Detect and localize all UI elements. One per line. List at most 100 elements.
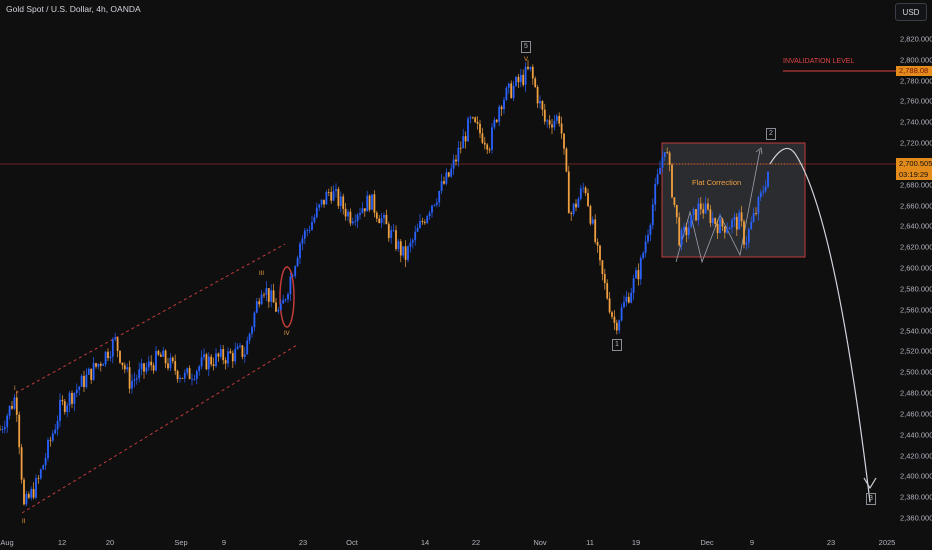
candle-body [433,204,436,206]
price-tick-label: 2,520.000 [900,346,932,356]
candle-body [49,439,52,441]
candle-body [711,218,714,224]
price-tick-label: 2,460.000 [900,409,932,419]
currency-button[interactable]: USD [895,3,927,21]
candle-body [87,368,90,375]
candle-body [392,230,395,232]
candle-body [133,379,136,381]
candle-body [15,397,18,415]
candle-body [459,147,462,149]
candle-body [325,192,328,205]
price-tick-label: 2,440.000 [900,430,932,440]
candle-body [104,351,107,365]
price-tick-label: 2,660.000 [900,201,932,211]
time-tick-label: 11 [586,538,594,547]
candle-body [716,223,719,234]
candle-body [721,218,724,227]
candle-body [671,164,673,198]
candle-body [683,227,685,231]
candle-body [615,322,618,331]
candle-body [594,219,597,242]
candle-body [39,469,42,479]
candle-body [452,159,455,169]
candle-body [30,489,33,498]
candle-body [270,290,273,302]
candle-body [195,371,198,379]
time-tick-label: 23 [298,538,308,547]
candle-body [260,294,263,305]
candle-body [171,357,174,362]
candle-body [428,212,431,217]
candle-body [359,213,361,215]
candle-body [577,198,580,208]
candle-body [579,188,582,199]
candle-body [565,148,568,172]
time-tick-label: 2025 [878,538,896,547]
candle-body [71,392,73,404]
price-tick-label: 2,480.000 [900,388,932,398]
candle-body [368,195,371,210]
candle-body [404,246,407,260]
candle-body [613,316,616,323]
candle-body [291,275,294,277]
candle-body [342,196,345,209]
candle-body [18,414,21,448]
candle-body [702,209,705,214]
candle-body [534,78,537,87]
candle-body [179,377,181,380]
candle-body [152,365,155,371]
candle-body [140,363,143,370]
candle-body [289,276,292,295]
candle-body [282,299,285,304]
candle-body [63,401,66,412]
candle-body [695,209,697,221]
candle-body [503,100,505,110]
candle-body [678,217,681,246]
candle-body [726,229,729,233]
candle-body [80,375,83,387]
candle-body [47,439,49,459]
flat-correction-box [661,142,806,258]
candle-body [373,194,376,213]
candle-body [215,353,217,366]
candle-body [75,389,78,393]
candle-body [349,211,352,224]
candle-body [131,380,133,389]
candle-body [99,363,102,366]
candle-body [222,349,225,361]
candle-body [236,346,239,350]
wave-ii-label: II [22,519,26,525]
invalidation-label: INVALIDATION LEVEL [783,58,855,65]
candle-body [251,327,253,334]
candle-body [591,219,594,224]
candle-body [517,76,520,83]
candle-body [126,367,129,370]
current-price-tag: 2,700.505 03:19:29 [896,158,932,180]
candle-body [611,312,613,317]
candle-body [570,213,573,215]
candle-body [193,378,196,380]
candle-body [673,197,676,205]
price-tick-label: 2,720.000 [900,138,932,148]
candle-body [707,203,709,210]
time-tick-label: Sep [174,538,188,547]
candle-body [543,109,546,122]
candle-body [421,221,424,223]
candle-body [102,364,105,366]
candle-body [296,258,299,267]
candle-body [13,397,16,409]
candle-body [109,356,112,359]
candle-body [294,266,297,276]
candle-body [32,489,35,498]
candle-body [219,349,222,357]
candle-body [651,204,654,226]
candle-body [27,494,30,498]
wave-2-marker: 2 [766,128,776,140]
candle-body [128,367,131,389]
flat-correction-label: Flat Correction [692,178,742,187]
candle-body [464,136,467,142]
candle-body [37,478,40,479]
candle-body [455,159,457,162]
